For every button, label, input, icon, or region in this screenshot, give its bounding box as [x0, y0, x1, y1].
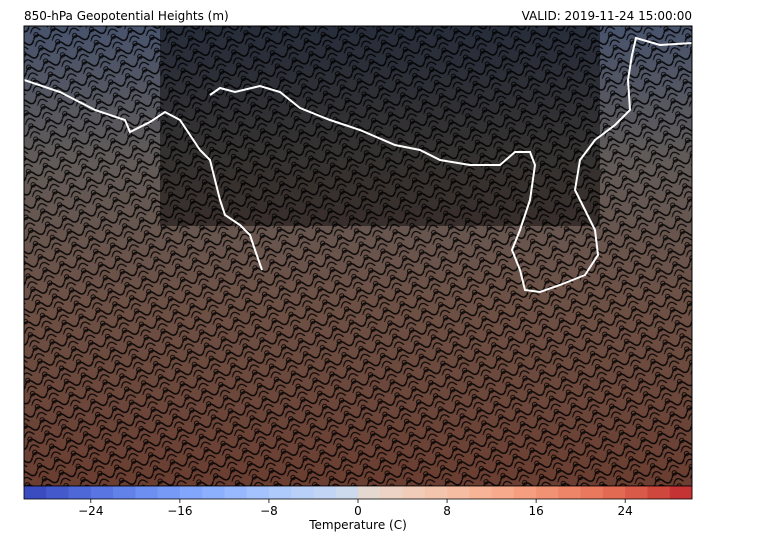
- colorbar-segment: [580, 486, 604, 499]
- map: [24, 26, 692, 486]
- colorbar-segment: [513, 486, 537, 499]
- colorbar-segment: [669, 486, 693, 499]
- colorbar-segment: [313, 486, 337, 499]
- map-title: 850-hPa Geopotential Heights (m): [24, 9, 229, 23]
- colorbar-segment: [335, 486, 359, 499]
- colorbar-segment: [491, 486, 515, 499]
- colorbar: −24 −16 −8 0 8 16 24: [23, 485, 693, 518]
- colorbar-tick-label: 0: [354, 504, 362, 518]
- colorbar-segment: [291, 486, 314, 499]
- colorbar-segment: [625, 486, 648, 499]
- colorbar-segment: [246, 486, 270, 499]
- colorbar-segment: [157, 486, 181, 499]
- colorbar-segment: [358, 486, 381, 499]
- colorbar-segment: [179, 486, 203, 499]
- colorbar-tick-label: −24: [78, 504, 103, 518]
- colorbar-segment: [24, 486, 47, 499]
- colorbar-segment: [224, 486, 248, 499]
- colorbar-segment: [135, 486, 159, 499]
- colorbar-tick-label: 8: [443, 504, 451, 518]
- colorbar-label: Temperature (C): [308, 518, 407, 532]
- colorbar-segment: [380, 486, 404, 499]
- colorbar-tick-label: −8: [260, 504, 278, 518]
- colorbar-segment: [424, 486, 448, 499]
- colorbar-tick-label: −16: [167, 504, 192, 518]
- colorbar-segment: [268, 486, 292, 499]
- colorbar-segment: [202, 486, 225, 499]
- colorbar-tick-label: 16: [528, 504, 543, 518]
- colorbar-segment: [536, 486, 559, 499]
- colorbar-tick-label: 24: [618, 504, 633, 518]
- colorbar-segment: [647, 486, 671, 499]
- colorbar-segment: [469, 486, 493, 499]
- colorbar-segment: [602, 486, 626, 499]
- colorbar-segment: [68, 486, 92, 499]
- colorbar-segment: [113, 486, 136, 499]
- colorbar-segment: [447, 486, 470, 499]
- colorbar-segment: [558, 486, 582, 499]
- valid-time: VALID: 2019-11-24 15:00:00: [522, 9, 692, 23]
- colorbar-segment: [46, 486, 70, 499]
- colorbar-segment: [402, 486, 426, 499]
- colorbar-segment: [90, 486, 114, 499]
